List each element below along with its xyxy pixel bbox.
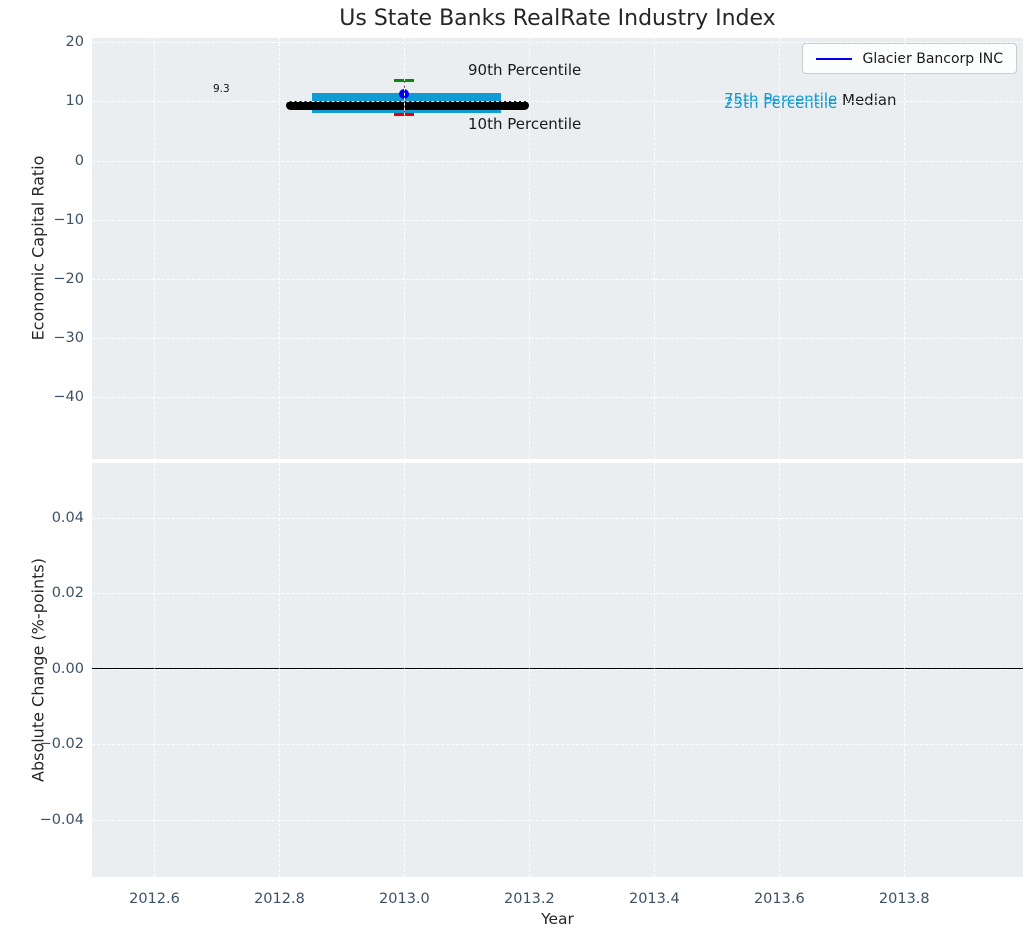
gridline-horizontal	[92, 397, 1023, 399]
gridline-horizontal	[92, 219, 1023, 221]
legend-label: Glacier Bancorp INC	[862, 50, 1003, 67]
chart-title: Us State Banks RealRate Industry Index	[339, 6, 776, 31]
y-tick-label: 0.00	[51, 660, 84, 677]
x-tick-label: 2013.0	[379, 891, 430, 907]
y-tick-label: −40	[53, 389, 84, 406]
gridline-horizontal	[92, 593, 1023, 595]
x-tick-label: 2012.6	[129, 891, 180, 907]
gridline-vertical	[279, 38, 281, 459]
y-tick-label: 0.02	[51, 585, 84, 602]
x-tick-label: 2013.6	[753, 891, 805, 907]
y-tick-label: −0.02	[39, 736, 84, 753]
gridline-horizontal	[92, 744, 1023, 746]
gridline-vertical	[154, 463, 156, 877]
gridline-vertical	[279, 463, 281, 877]
gridline-horizontal	[92, 160, 1023, 162]
legend-line-icon	[816, 57, 853, 60]
gridline-vertical	[529, 38, 531, 459]
gridline-horizontal	[92, 101, 1023, 103]
y-tick-label: 10	[65, 93, 84, 110]
gridline-horizontal	[92, 42, 1023, 44]
gridline-horizontal	[92, 278, 1023, 280]
median-value-annotation: 9.3	[213, 83, 230, 95]
p10-percentile-label: 10th Percentile	[468, 115, 582, 133]
p75-percentile-label: 75th Percentile	[724, 90, 838, 108]
gridline-vertical	[404, 38, 406, 459]
gridline-horizontal	[92, 819, 1023, 821]
x-tick-label: 2013.2	[504, 891, 555, 907]
x-tick-label: 2013.4	[628, 891, 680, 907]
legend: Glacier Bancorp INC	[802, 43, 1017, 74]
bottom-axes-absolute-change	[92, 463, 1023, 877]
y-tick-label: −30	[53, 330, 84, 347]
y-tick-label: 0	[74, 152, 84, 169]
y-tick-label: 0.04	[51, 509, 84, 526]
gridline-vertical	[779, 463, 781, 877]
gridline-vertical	[904, 463, 906, 877]
y-tick-label: −10	[53, 211, 84, 228]
top-axes-economic-capital-ratio: 9.3 90th Percentile 10th Percentile 75th…	[92, 38, 1023, 459]
gridline-vertical	[154, 38, 156, 459]
gridline-horizontal	[92, 338, 1023, 340]
y-tick-label: 20	[65, 34, 84, 51]
gridline-vertical	[779, 38, 781, 459]
gridline-vertical	[529, 463, 531, 877]
x-tick-label: 2012.8	[254, 891, 305, 907]
gridline-vertical	[654, 463, 656, 877]
median-line	[285, 101, 530, 110]
median-text-label: Median	[842, 91, 897, 109]
gridline-horizontal	[92, 668, 1023, 670]
gridline-vertical	[904, 38, 906, 459]
x-axis-label: Year	[541, 910, 574, 928]
p90-percentile-label: 90th Percentile	[468, 61, 582, 79]
top-y-axis-label: Economic Capital Ratio	[28, 155, 48, 341]
p25-percentile-label: 25th Percentile	[724, 94, 838, 112]
x-tick-label: 2013.8	[878, 891, 930, 907]
gridline-vertical	[404, 463, 406, 877]
gridline-vertical	[654, 38, 656, 459]
y-tick-label: −20	[53, 270, 84, 287]
gridline-horizontal	[92, 517, 1023, 519]
y-tick-label: −0.04	[39, 811, 84, 828]
